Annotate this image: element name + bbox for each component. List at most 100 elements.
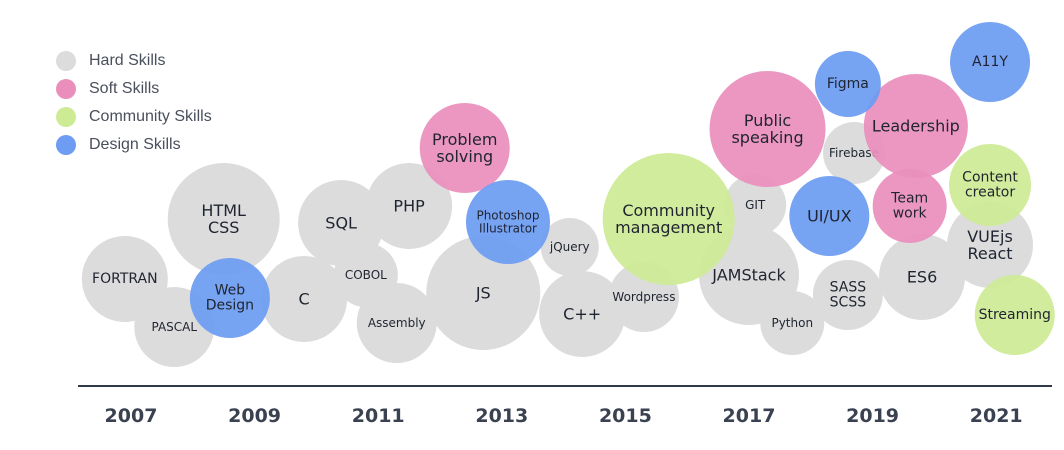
bubble-circle	[814, 51, 881, 117]
bubble-circle	[426, 236, 541, 350]
legend-label: Hard Skills	[89, 52, 166, 69]
bubble-label: SQL	[325, 214, 357, 233]
legend-label: Soft Skills	[89, 80, 160, 97]
bubble-problem-solving: Problem solving	[419, 103, 510, 193]
bubble-label: COBOL	[345, 268, 387, 282]
bubble-circle	[949, 144, 1032, 226]
bubble-a11y: A11Y	[950, 22, 1031, 102]
bubble-label: GIT	[745, 198, 766, 212]
bubble-jquery: jQuery	[540, 218, 599, 276]
legend-label: Community Skills	[89, 108, 212, 125]
bubble-label: Web Design	[206, 283, 254, 314]
bubble-label: Content creator	[962, 170, 1018, 201]
bubble-circle	[539, 271, 626, 357]
bubble-circle	[812, 260, 883, 330]
bubble-content-creator: Content creator	[949, 144, 1032, 226]
bubble-label: Problem solving	[432, 130, 497, 166]
bubble-figma: Figma	[814, 51, 881, 117]
x-tick-label: 2015	[599, 405, 652, 427]
bubble-layer: FORTRAN PASCAL HTML CSS C SQL COBOL PHP Assembly…	[81, 22, 1055, 367]
bubble-html-css: HTML CSS	[167, 163, 280, 275]
bubble-python: Python	[760, 291, 825, 355]
bubble-label: Photoshop Illustrator	[476, 209, 539, 236]
bubble-circle	[709, 71, 826, 187]
bubble-label: VUEjs React	[967, 227, 1013, 263]
bubble-ui-ux: UI/UX	[789, 176, 870, 256]
bubble-circle	[465, 180, 550, 264]
bubble-label: PASCAL	[151, 320, 197, 334]
bubble-label: Assembly	[368, 316, 426, 330]
bubble-c: C	[261, 256, 348, 342]
bubble-circle	[602, 153, 735, 285]
bubble-es6: ES6	[879, 234, 966, 320]
bubble-assembly: Assembly	[356, 283, 437, 363]
bubble-circle	[540, 218, 599, 276]
bubble-label: UI/UX	[807, 207, 852, 226]
bubble-community-management: Community management	[602, 153, 735, 285]
bubble-label: PHP	[393, 197, 425, 216]
bubble-circle	[167, 163, 280, 275]
bubble-label: Streaming	[979, 307, 1051, 323]
hard-skills-swatch	[56, 51, 76, 71]
bubble-circle	[947, 202, 1034, 288]
bubble-circle	[872, 169, 947, 243]
bubble-streaming: Streaming	[974, 275, 1055, 355]
x-tick-label: 2009	[228, 405, 281, 427]
bubble-label: FORTRAN	[92, 271, 158, 287]
bubble-git: GIT	[724, 174, 787, 236]
bubble-photoshop-illustrator: Photoshop Illustrator	[465, 180, 550, 264]
bubble-label: Leadership	[872, 117, 960, 136]
soft-skills-swatch	[56, 79, 76, 99]
bubble-label: SASS SCSS	[830, 280, 867, 311]
bubble-circle	[974, 275, 1055, 355]
bubble-label: HTML CSS	[201, 201, 246, 237]
bubble-circle	[724, 174, 787, 236]
bubble-circle	[356, 283, 437, 363]
x-tick-label: 2019	[846, 405, 899, 427]
bubble-vuejs-react: VUEjs React	[947, 202, 1034, 288]
bubble-circle	[950, 22, 1031, 102]
bubble-circle	[261, 256, 348, 342]
bubble-label: A11Y	[972, 54, 1008, 70]
legend-item-design-skills: Design Skills	[56, 131, 212, 159]
bubble-label: C++	[563, 305, 601, 324]
design-skills-swatch	[56, 135, 76, 155]
legend-item-soft-skills: Soft Skills	[56, 75, 212, 103]
bubble-circle	[366, 163, 453, 249]
bubble-circle	[863, 74, 968, 178]
bubble-web-design: Web Design	[189, 258, 270, 338]
x-tick-label: 2021	[970, 405, 1023, 427]
bubble-label: C	[298, 290, 309, 309]
bubble-c: C++	[539, 271, 626, 357]
legend-label: Design Skills	[89, 136, 181, 153]
bubble-label: Community management	[615, 201, 722, 237]
bubble-label: ES6	[907, 268, 937, 287]
bubble-public-speaking: Public speaking	[709, 71, 826, 187]
bubble-label: Firebase	[829, 146, 879, 160]
bubble-sass-scss: SASS SCSS	[812, 260, 883, 330]
community-skills-swatch	[56, 107, 76, 127]
bubble-php: PHP	[366, 163, 453, 249]
bubble-label: Team work	[890, 191, 928, 222]
legend: Hard Skills Soft Skills Community Skills…	[56, 47, 212, 159]
x-tick-label: 2011	[352, 405, 405, 427]
x-axis-ticks: 2007 2009 2011 2013 2015 2017 2019 2021	[105, 405, 1023, 427]
bubble-leadership: Leadership	[863, 74, 968, 178]
bubble-label: Public speaking	[731, 111, 803, 147]
bubble-label: Python	[771, 316, 813, 330]
bubble-label: Wordpress	[612, 290, 675, 304]
bubble-label: Figma	[827, 76, 869, 92]
bubble-circle	[419, 103, 510, 193]
x-tick-label: 2007	[105, 405, 158, 427]
bubble-js: JS	[426, 236, 541, 350]
x-tick-label: 2017	[723, 405, 776, 427]
legend-item-hard-skills: Hard Skills	[56, 47, 212, 75]
bubble-circle	[189, 258, 270, 338]
bubble-circle	[789, 176, 870, 256]
bubble-circle	[760, 291, 825, 355]
bubble-label: JAMStack	[711, 266, 786, 285]
bubble-label: JS	[475, 284, 491, 303]
legend-item-community-skills: Community Skills	[56, 103, 212, 131]
bubble-label: jQuery	[549, 240, 590, 254]
